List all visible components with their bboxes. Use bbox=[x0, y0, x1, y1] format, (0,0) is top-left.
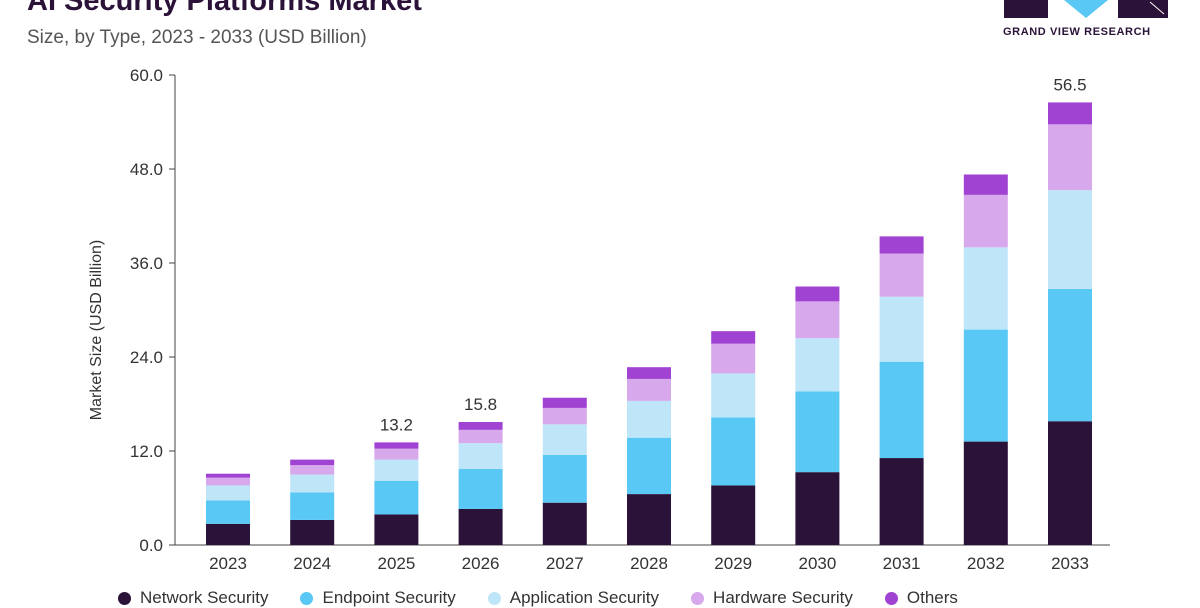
bar-segment-application-security bbox=[458, 443, 503, 470]
brand-logo-text: GRAND VIEW RESEARCH bbox=[1003, 26, 1151, 38]
legend-item: Hardware Security bbox=[691, 588, 853, 608]
bar-segment-application-security bbox=[290, 474, 335, 493]
bar-segment-endpoint-security bbox=[206, 500, 250, 524]
legend-swatch bbox=[691, 591, 705, 605]
bar-segment-hardware-security bbox=[374, 448, 419, 460]
legend-swatch bbox=[300, 591, 314, 605]
bar-segment-endpoint-security bbox=[879, 361, 924, 459]
legend-swatch bbox=[487, 591, 501, 605]
bar-segment-application-security bbox=[963, 247, 1008, 330]
bar-segment-endpoint-security bbox=[795, 391, 840, 473]
bar-segment-network-security bbox=[711, 485, 756, 545]
brand-logo-icon bbox=[1004, 0, 1168, 18]
bar-segment-application-security bbox=[711, 373, 756, 418]
x-tick-label: 2033 bbox=[1051, 554, 1089, 573]
y-axis-title: Market Size (USD Billion) bbox=[88, 240, 105, 420]
bar-segment-others bbox=[290, 459, 335, 466]
bar-segment-others bbox=[795, 286, 840, 302]
x-tick-label: 2023 bbox=[209, 554, 247, 573]
y-tick-label: 48.0 bbox=[130, 160, 163, 179]
y-tick-label: 0.0 bbox=[139, 536, 163, 555]
bar-segment-hardware-security bbox=[963, 194, 1008, 248]
bar-segment-endpoint-security bbox=[374, 480, 419, 515]
legend-swatch bbox=[118, 591, 131, 605]
bar-segment-network-security bbox=[795, 472, 840, 545]
bar-segment-endpoint-security bbox=[1048, 288, 1092, 422]
bar-segment-others bbox=[374, 442, 419, 449]
bar-segment-others bbox=[206, 473, 250, 478]
bar-segment-network-security bbox=[627, 494, 671, 545]
legend-label: Endpoint Security bbox=[322, 588, 456, 607]
bar-segment-hardware-security bbox=[542, 407, 587, 425]
bar-segment-network-security bbox=[963, 441, 1008, 545]
bar-segment-endpoint-security bbox=[627, 437, 671, 495]
x-tick-label: 2031 bbox=[883, 554, 921, 573]
bar-segment-endpoint-security bbox=[963, 329, 1008, 442]
bar-segment-hardware-security bbox=[458, 429, 503, 444]
bar-segment-others bbox=[627, 367, 671, 379]
bar-segment-hardware-security bbox=[795, 301, 840, 339]
bar-segment-hardware-security bbox=[879, 253, 924, 297]
legend-item: Network Security bbox=[118, 588, 268, 608]
x-tick-label: 2029 bbox=[714, 554, 752, 573]
x-tick-label: 2032 bbox=[967, 554, 1005, 573]
bar-segment-endpoint-security bbox=[711, 417, 756, 486]
bar-segment-others bbox=[1048, 102, 1092, 125]
bar-segment-others bbox=[963, 174, 1008, 195]
bar-segment-hardware-security bbox=[290, 465, 335, 475]
y-tick-label: 60.0 bbox=[130, 66, 163, 85]
bar-segment-hardware-security bbox=[206, 477, 250, 486]
x-tick-label: 2024 bbox=[293, 554, 331, 573]
bar-segment-network-security bbox=[1048, 421, 1092, 545]
bar-segment-network-security bbox=[290, 519, 335, 545]
bar-total-label: 15.8 bbox=[464, 395, 497, 414]
legend-item: Endpoint Security bbox=[300, 588, 456, 608]
bar-segment-hardware-security bbox=[627, 378, 671, 401]
y-tick-label: 36.0 bbox=[130, 254, 163, 273]
bar-segment-application-security bbox=[542, 424, 587, 455]
bar-total-label: 13.2 bbox=[380, 415, 413, 434]
chart-title: AI Security Platforms Market bbox=[27, 0, 422, 17]
legend-swatch bbox=[884, 591, 898, 605]
y-tick-label: 12.0 bbox=[130, 442, 163, 461]
x-tick-label: 2025 bbox=[377, 554, 415, 573]
bar-segment-endpoint-security bbox=[458, 469, 503, 509]
bar-segment-others bbox=[711, 331, 756, 344]
bar-segment-endpoint-security bbox=[290, 492, 335, 520]
x-tick-label: 2027 bbox=[546, 554, 584, 573]
bar-total-label: 56.5 bbox=[1053, 75, 1086, 94]
bar-segment-application-security bbox=[206, 485, 250, 501]
bar-segment-application-security bbox=[374, 459, 419, 481]
bar-segment-network-security bbox=[374, 514, 419, 545]
chart-legend: Network Security Endpoint Security Applica… bbox=[118, 588, 958, 608]
legend-item: Application Security bbox=[487, 588, 660, 608]
bar-segment-application-security bbox=[879, 296, 924, 362]
bar-segment-network-security bbox=[542, 502, 587, 545]
bar-segment-endpoint-security bbox=[542, 454, 587, 503]
bar-segment-application-security bbox=[627, 400, 671, 438]
x-tick-label: 2026 bbox=[462, 554, 500, 573]
bar-segment-network-security bbox=[458, 508, 503, 545]
legend-item: Others bbox=[884, 588, 958, 608]
x-tick-label: 2028 bbox=[630, 554, 668, 573]
y-tick-label: 24.0 bbox=[130, 348, 163, 367]
bar-segment-application-security bbox=[1048, 190, 1092, 289]
bar-segment-network-security bbox=[206, 523, 250, 545]
x-tick-label: 2030 bbox=[798, 554, 836, 573]
legend-label: Hardware Security bbox=[713, 588, 853, 607]
chart-subtitle: Size, by Type, 2023 - 2033 (USD Billion) bbox=[27, 27, 367, 48]
bar-segment-others bbox=[542, 397, 587, 408]
legend-label: Application Security bbox=[509, 588, 660, 607]
legend-label: Network Security bbox=[140, 588, 269, 607]
bar-segment-others bbox=[458, 422, 503, 430]
bar-segment-others bbox=[879, 236, 924, 254]
bar-segment-hardware-security bbox=[711, 343, 756, 374]
bar-segment-hardware-security bbox=[1048, 124, 1092, 191]
bar-segment-application-security bbox=[795, 338, 840, 392]
bar-segment-network-security bbox=[879, 458, 924, 545]
legend-label: Others bbox=[906, 588, 958, 607]
